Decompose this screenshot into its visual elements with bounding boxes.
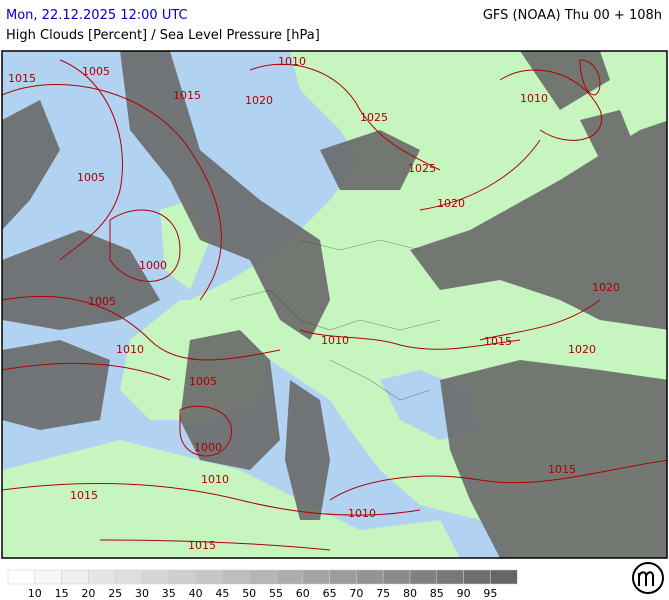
isobar-label: 1025 (408, 162, 436, 175)
legend-label: 25 (108, 587, 122, 600)
isobar-labels: 1015 1005 1010 1015 1020 1025 1010 1005 … (8, 55, 620, 552)
legend-swatch (7, 569, 36, 585)
legend-swatch (436, 569, 464, 585)
isobar-label: 1015 (173, 89, 201, 102)
legend-swatch (302, 569, 330, 585)
legend-swatch (88, 569, 116, 585)
datetime: Mon, 22.12.2025 12:00 UTC (6, 8, 188, 23)
legend-label: 35 (162, 587, 176, 600)
isobar-label: 1010 (278, 55, 306, 68)
legend-label: 15 (55, 587, 69, 600)
legend-swatch (409, 569, 438, 585)
isobar-label: 1005 (77, 171, 105, 184)
legend-label: 65 (323, 587, 337, 600)
legend-swatch (114, 569, 143, 585)
legend-label: 70 (349, 587, 363, 600)
color-legend: 10 15 20 25 30 35 40 45 50 55 60 65 70 75 80 85 90 95 (7, 569, 518, 600)
logo (632, 562, 664, 594)
map-subtitle: High Clouds [Percent] / Sea Level Pressu… (6, 28, 320, 43)
legend-label: 40 (189, 587, 203, 600)
legend-label: 80 (403, 587, 417, 600)
legend-swatch (490, 569, 518, 585)
legend-label: 50 (242, 587, 256, 600)
isobar-label: 1005 (189, 375, 217, 388)
isobar-label: 1015 (70, 489, 98, 502)
legend-swatch (275, 569, 304, 585)
isobar-label: 1000 (194, 441, 222, 454)
legend-label: 85 (430, 587, 444, 600)
legend-label: 45 (215, 587, 229, 600)
legend-label: 30 (135, 587, 149, 600)
legend-swatch (168, 569, 196, 585)
legend-label: 20 (81, 587, 95, 600)
legend-swatch (195, 569, 223, 585)
isobar-label: 1010 (116, 343, 144, 356)
isobar-label: 1005 (82, 65, 110, 78)
isobar-label: 1015 (8, 72, 36, 85)
isobar-label: 1015 (188, 539, 216, 552)
legend-swatch (463, 569, 491, 585)
isobar-label: 1005 (88, 295, 116, 308)
legend-label: 10 (28, 587, 42, 600)
legend-label: 75 (376, 587, 390, 600)
legend-swatch (329, 569, 357, 585)
isobar-label: 1025 (360, 111, 388, 124)
legend-swatch (141, 569, 170, 585)
isobar-label: 1010 (520, 92, 548, 105)
model-run: GFS (NOAA) Thu 00 + 108h (483, 8, 662, 23)
legend-swatch (61, 569, 89, 585)
isobar-label: 1015 (548, 463, 576, 476)
isobar-label: 1010 (201, 473, 229, 486)
legend-label: 95 (483, 587, 497, 600)
isobar-label: 1020 (437, 197, 465, 210)
isobar-label: 1020 (245, 94, 273, 107)
isobar-label: 1020 (592, 281, 620, 294)
map (1, 50, 668, 559)
isobar-label: 1020 (568, 343, 596, 356)
legend-swatch (222, 569, 250, 585)
isobar-label: 1010 (321, 334, 349, 347)
isobar-label: 1000 (139, 259, 167, 272)
legend-label: 55 (269, 587, 283, 600)
legend-label: 90 (457, 587, 471, 600)
legend-swatch (356, 569, 384, 585)
isobar-label: 1010 (348, 507, 376, 520)
legend-label: 60 (296, 587, 310, 600)
legend-swatch (382, 569, 411, 585)
legend-swatch (34, 569, 62, 585)
legend-swatch (248, 569, 277, 585)
isobar-label: 1015 (484, 335, 512, 348)
